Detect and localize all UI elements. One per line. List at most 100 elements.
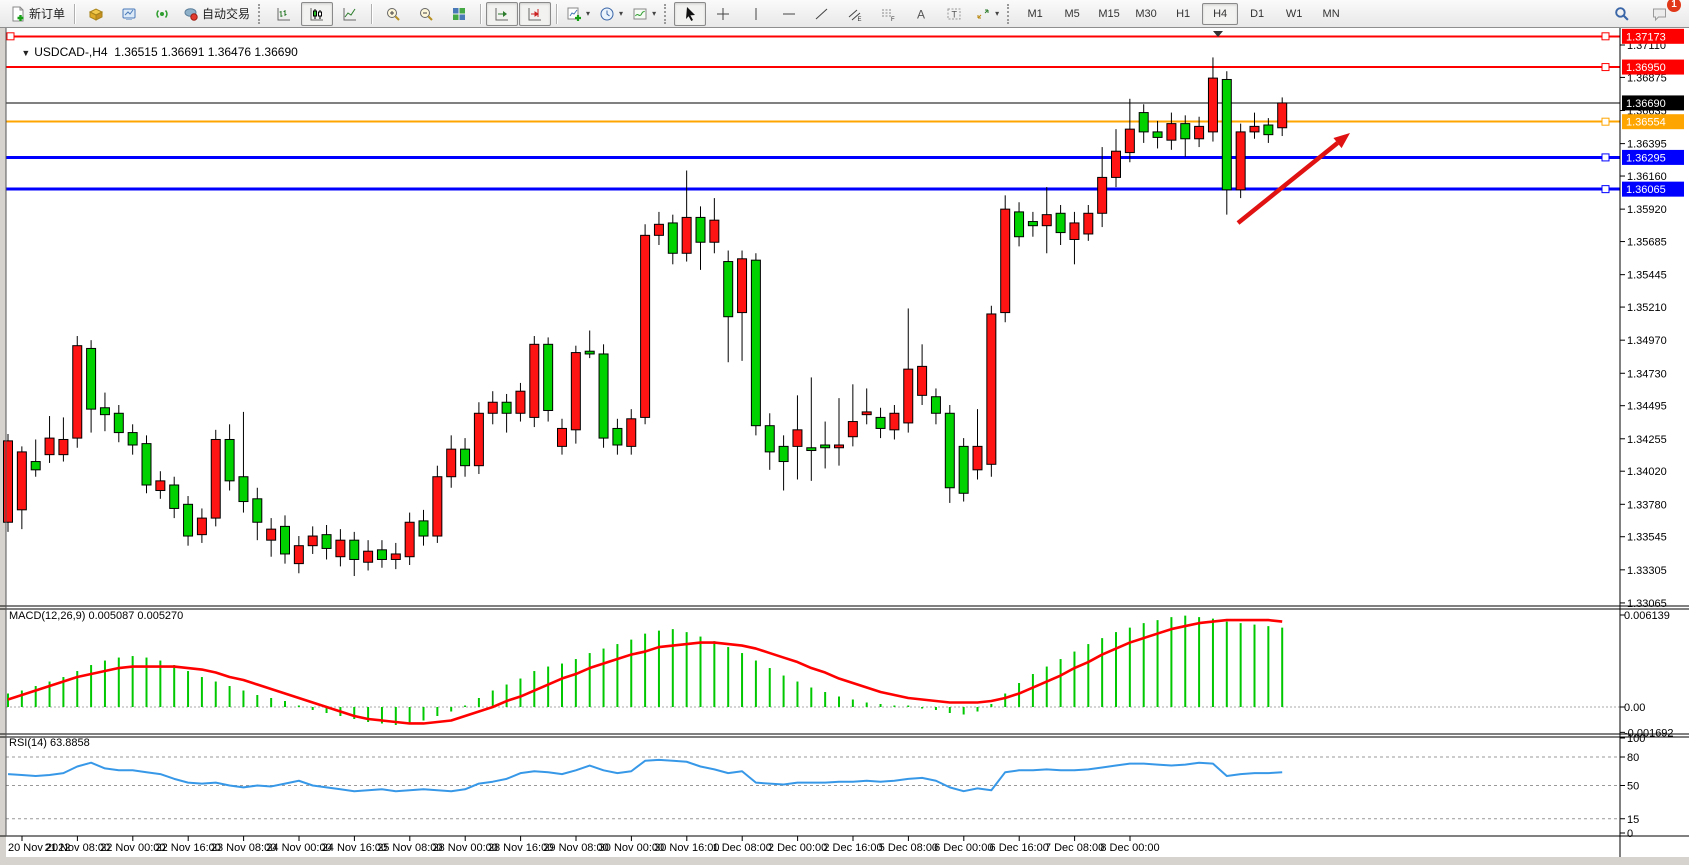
periods-button[interactable]: ▾ xyxy=(595,2,627,26)
chart-shift-button[interactable] xyxy=(486,1,519,26)
price-badge xyxy=(1622,95,1684,111)
rsi-axis-label: 15 xyxy=(1627,814,1639,826)
candle xyxy=(321,534,332,549)
tile-windows-button[interactable] xyxy=(443,2,475,26)
new-chart-button[interactable]: ▾ xyxy=(562,2,594,26)
candle xyxy=(1166,123,1177,141)
signal-icon xyxy=(156,9,168,18)
candle xyxy=(210,438,221,519)
macd-indicator-label: MACD(12,26,9) 0.005087 0.005270 xyxy=(9,610,184,622)
trend-arrow-head[interactable] xyxy=(1333,133,1350,149)
candle xyxy=(1014,211,1025,238)
zoom-in-button[interactable] xyxy=(377,2,409,26)
timeframe-button-m1[interactable]: M1 xyxy=(1027,7,1043,20)
svg-text:F: F xyxy=(891,17,895,22)
timeframe-button-m15[interactable]: M15 xyxy=(1098,7,1120,20)
price-axis-label: 1.35920 xyxy=(1627,204,1667,216)
cursor-tool-button[interactable] xyxy=(674,1,707,26)
candle xyxy=(1138,112,1149,133)
arrows-icon xyxy=(977,9,989,18)
gold-box-icon xyxy=(88,7,104,21)
horizontal-line-tool-button[interactable] xyxy=(773,2,805,26)
auto-scroll-button[interactable] xyxy=(519,1,552,26)
price-axis-label: 1.36875 xyxy=(1627,72,1667,84)
equidistant-channel-tool-button[interactable]: E xyxy=(839,2,871,26)
price-axis-label: 1.36395 xyxy=(1627,139,1667,151)
candle xyxy=(446,448,457,478)
macd-signal-line xyxy=(7,618,1283,725)
timeframe-button-h4[interactable]: H4 xyxy=(1202,2,1239,25)
hline-end-marker xyxy=(6,32,15,41)
symbol-dropdown-icon[interactable]: ▼ xyxy=(21,48,31,58)
candle xyxy=(183,503,194,537)
time-axis-label: 29 Nov 08:00 xyxy=(543,842,608,854)
bar-chart-icon xyxy=(277,7,291,20)
time-axis-label: 23 Nov 08:00 xyxy=(211,842,276,854)
candle xyxy=(363,550,374,563)
timeframe-button-m30[interactable]: M30 xyxy=(1135,7,1157,20)
toolbar-separator xyxy=(371,3,373,24)
candle xyxy=(141,443,152,486)
history-center-button[interactable] xyxy=(80,2,112,26)
timeframe-button-d1[interactable]: D1 xyxy=(1250,7,1265,20)
text-tool-button[interactable]: A xyxy=(905,2,937,26)
time-axis-label: 2 Dec 00:00 xyxy=(768,842,827,854)
candle xyxy=(1097,176,1108,214)
crosshair-icon xyxy=(717,7,730,20)
candle xyxy=(723,261,734,318)
indicators-button[interactable]: ▾ xyxy=(628,2,660,26)
candle xyxy=(820,444,831,449)
fibonacci-tool-button[interactable]: F xyxy=(872,2,904,26)
arrows-tool-button[interactable]: ▾ xyxy=(971,2,1003,26)
chart-ohlc-values: 1.36515 1.36691 1.36476 1.36690 xyxy=(114,45,298,59)
signal-button[interactable] xyxy=(146,2,178,26)
chevron-down-icon: ▾ xyxy=(652,9,657,18)
price-axis-label: 1.34020 xyxy=(1627,466,1667,478)
trend-arrow-shaft[interactable] xyxy=(1236,141,1339,225)
lines-layer xyxy=(6,32,1620,194)
autotrade-button[interactable]: 自动交易 xyxy=(179,2,254,26)
crosshair-tool-button[interactable] xyxy=(707,2,739,26)
timeframe-button-m5[interactable]: M5 xyxy=(1064,7,1080,20)
zoom-out-button[interactable] xyxy=(410,2,442,26)
candle xyxy=(238,476,249,503)
macd-layer xyxy=(6,615,1620,725)
rsi-indicator-label: RSI(14) 63.8858 xyxy=(9,737,90,749)
vertical-line-tool-button[interactable] xyxy=(740,2,772,26)
search-button[interactable] xyxy=(1605,2,1637,26)
candle xyxy=(1069,222,1080,240)
line-chart-type-button[interactable] xyxy=(334,2,366,26)
rsi-axis-label: 100 xyxy=(1627,733,1645,745)
rsi-layer xyxy=(6,756,1620,820)
terminal-button[interactable] xyxy=(113,2,145,26)
candle xyxy=(640,234,651,418)
label-tool-button[interactable]: T xyxy=(938,2,970,26)
trendline-tool-button[interactable] xyxy=(806,2,838,26)
time-axis-label: 30 Nov 16:00 xyxy=(654,842,719,854)
candle xyxy=(667,222,678,254)
price-axis-label: 1.33065 xyxy=(1627,598,1667,610)
candle xyxy=(44,437,55,456)
time-axis-label: 6 Dec 16:00 xyxy=(990,842,1049,854)
notifications-button[interactable]: 1 xyxy=(1643,0,1681,26)
candle xyxy=(806,447,817,452)
price-axis-label: 1.36160 xyxy=(1627,171,1667,183)
bar-chart-type-button[interactable] xyxy=(268,2,300,26)
candle xyxy=(1111,150,1121,178)
candle xyxy=(307,535,318,547)
chat-bubble-icon xyxy=(1652,8,1666,21)
candle xyxy=(1249,125,1260,133)
candle xyxy=(1000,208,1011,314)
timeframe-button-h1[interactable]: H1 xyxy=(1176,7,1191,20)
price-axis-label: 1.34970 xyxy=(1627,335,1667,347)
candlestick-chart-type-button[interactable] xyxy=(301,1,334,26)
candle xyxy=(778,445,789,463)
new-order-button[interactable]: 新订单 xyxy=(6,2,69,26)
price-axis-label: 1.35210 xyxy=(1627,302,1667,314)
text-icon: A xyxy=(917,7,925,21)
price-axis-label: 1.34255 xyxy=(1627,434,1667,446)
timeframe-button-w1[interactable]: W1 xyxy=(1285,7,1303,20)
price-badge xyxy=(1622,59,1684,75)
timeframe-button-mn[interactable]: MN xyxy=(1322,7,1340,20)
price-chart[interactable]: 1.371101.368751.366351.363951.361601.359… xyxy=(0,28,1689,865)
